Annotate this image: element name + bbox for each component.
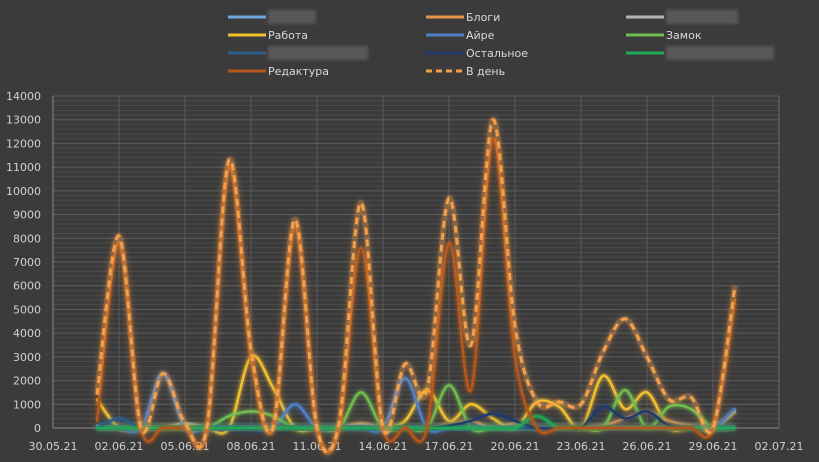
x-tick-label: 20.06.21 [491, 440, 540, 453]
x-tick-label: 26.06.21 [623, 440, 672, 453]
legend-label: В день [466, 65, 505, 78]
series-line-glow [94, 116, 738, 456]
legend-label-redacted [666, 46, 774, 60]
y-axis-ticks: 0 1000 2000 3000 4000 5000 6000 7000 8000 9000 100… [6, 90, 41, 435]
x-tick-label: 14.06.21 [359, 440, 408, 453]
legend-item[interactable]: Работа [228, 29, 308, 42]
legend-label: Замок [666, 29, 702, 42]
y-tick-label: 3000 [13, 351, 41, 364]
legend-label: Редактура [268, 65, 329, 78]
y-tick-label: 9000 [13, 209, 41, 222]
legend-item[interactable]: В день [426, 65, 505, 78]
legend-label-redacted [268, 46, 368, 60]
y-tick-label: 6000 [13, 280, 41, 293]
y-tick-label: 7000 [13, 256, 41, 269]
x-tick-label: 23.06.21 [557, 440, 606, 453]
y-tick-label: 0 [34, 422, 41, 435]
legend-item[interactable]: Редактура [228, 65, 329, 78]
legend-item[interactable]: Замок [626, 29, 702, 42]
x-tick-label: 17.06.21 [425, 440, 474, 453]
legend-item[interactable]: Остальное [426, 47, 528, 60]
y-tick-label: 13000 [6, 114, 41, 127]
legend-label: Остальное [466, 47, 528, 60]
legend-item[interactable] [228, 46, 368, 60]
x-axis-ticks: 30.05.21 02.06.21 05.06.21 08.06.21 11.06.21… [29, 440, 804, 453]
x-tick-label: 02.07.21 [755, 440, 804, 453]
legend-label: Блоги [466, 11, 500, 24]
legend-item[interactable]: Блоги [426, 11, 500, 24]
y-tick-label: 4000 [13, 327, 41, 340]
legend-item[interactable]: Айре [426, 29, 495, 42]
y-tick-label: 14000 [6, 90, 41, 103]
y-tick-label: 11000 [6, 161, 41, 174]
y-tick-label: 1000 [13, 398, 41, 411]
x-tick-label: 29.06.21 [689, 440, 738, 453]
y-tick-label: 8000 [13, 232, 41, 245]
series-В день [94, 116, 738, 456]
legend-item[interactable] [626, 46, 774, 60]
legend: Блоги Работа Айре Замок Остальное Редактура В … [228, 10, 774, 78]
x-tick-label: 30.05.21 [29, 440, 78, 453]
y-tick-label: 2000 [13, 375, 41, 388]
legend-label: Айре [466, 29, 495, 42]
legend-item[interactable] [626, 10, 738, 24]
legend-label-redacted [268, 10, 316, 24]
y-tick-label: 5000 [13, 303, 41, 316]
series-lines [94, 116, 738, 456]
x-tick-label: 02.06.21 [95, 440, 144, 453]
legend-label-redacted [666, 10, 738, 24]
legend-label: Работа [268, 29, 308, 42]
x-tick-label: 08.06.21 [227, 440, 276, 453]
y-tick-label: 12000 [6, 137, 41, 150]
y-tick-label: 10000 [6, 185, 41, 198]
legend-item[interactable] [228, 10, 316, 24]
